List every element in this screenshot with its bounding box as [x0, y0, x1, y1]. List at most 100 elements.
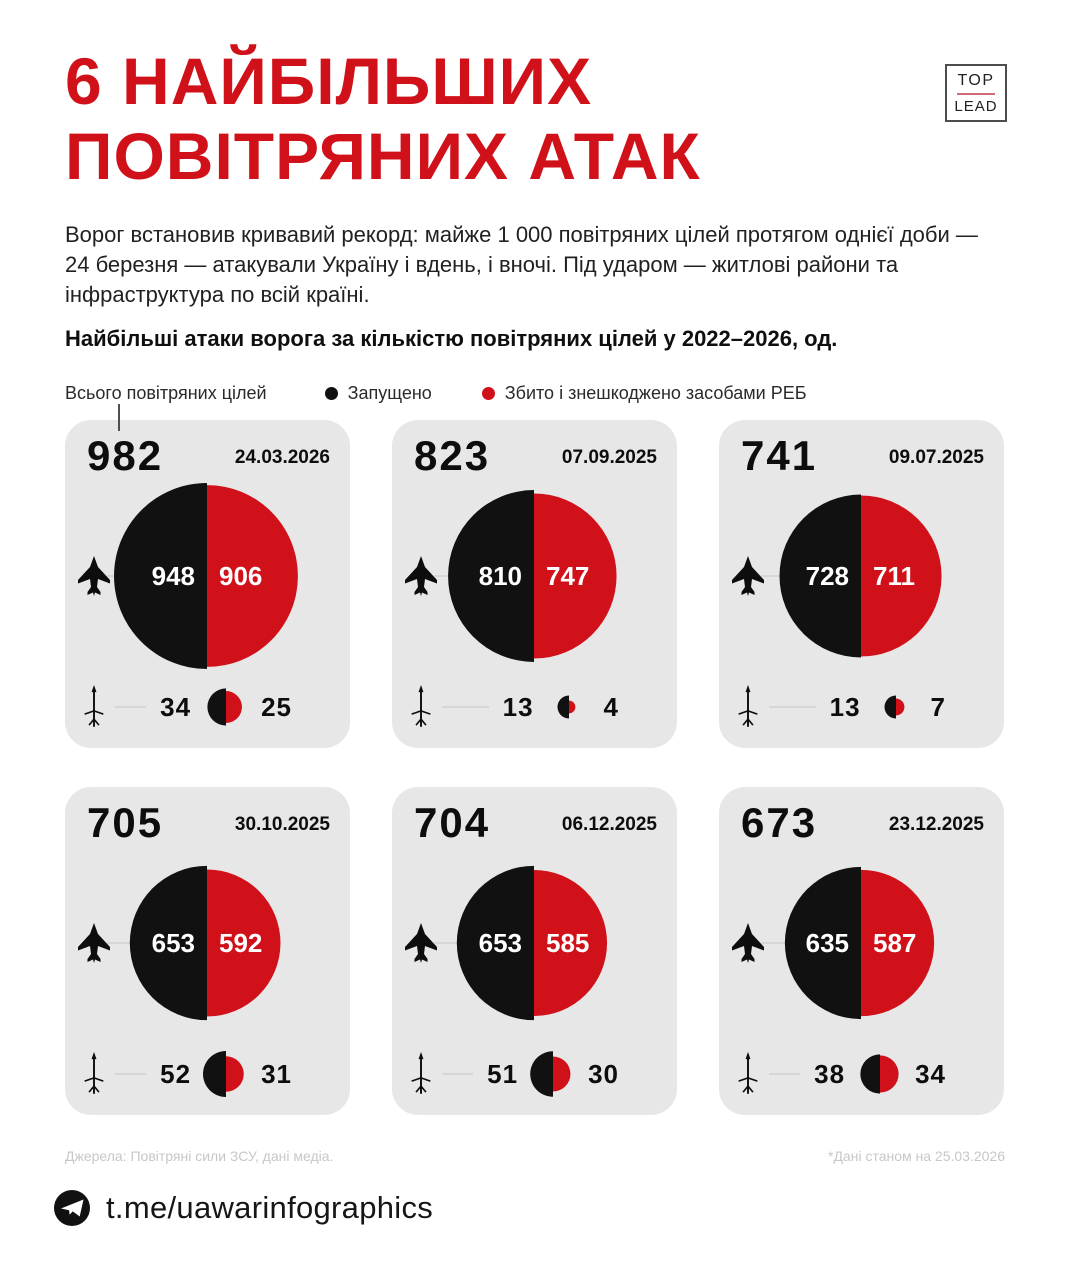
attack-date: 24.03.2026 — [234, 447, 330, 468]
svg-text:810: 810 — [479, 561, 522, 591]
missiles-row: 13 7 — [719, 681, 1004, 733]
missile-connector-line — [769, 1073, 801, 1075]
drone-icon — [732, 923, 764, 963]
drones-split-circle-chart: 948 906 — [114, 483, 298, 669]
downed-dot-icon — [481, 387, 495, 400]
drone-icon — [732, 556, 764, 596]
total-targets-value: 741 — [741, 432, 818, 479]
missiles-row: 52 31 — [65, 1048, 350, 1100]
missiles-split-circle-chart — [860, 1054, 899, 1094]
missile-connector-line — [769, 706, 816, 708]
legend-downed-label: Збито і знешкоджено засобами РЕБ — [504, 383, 807, 403]
page-title-line1: 6 НАЙБІЛЬШИХ — [65, 44, 593, 118]
missile-icon — [83, 683, 105, 731]
total-targets-value: 823 — [414, 432, 491, 479]
total-targets-value: 705 — [87, 799, 164, 846]
attack-card: 673 23.12.2025 635 587 38 34 — [719, 787, 1004, 1115]
svg-text:948: 948 — [152, 561, 195, 591]
attack-card: 982 24.03.2026 948 906 34 25 — [65, 420, 350, 748]
chart-legend: Всього повітряних цілей Запущено Збито і… — [65, 383, 857, 404]
drone-icon — [405, 556, 437, 596]
legend-launched-label: Запущено — [347, 383, 432, 403]
footer: Джерела: Повітряні сили ЗСУ, дані медіа.… — [65, 1148, 1005, 1164]
section-title: Найбільші атаки ворога за кількістю пові… — [65, 326, 838, 351]
missile-connector-line — [115, 706, 147, 708]
missiles-launched-value: 51 — [487, 1058, 519, 1089]
missiles-downed-value: 30 — [588, 1058, 619, 1089]
legend-launched: Запущено — [324, 383, 432, 404]
missiles-row: 34 25 — [65, 681, 350, 733]
attack-date: 23.12.2025 — [888, 814, 984, 835]
missiles-row: 13 4 — [392, 681, 677, 733]
toplead-logo-lead-text: LEAD — [954, 97, 998, 115]
total-targets-value: 673 — [741, 799, 818, 846]
launched-dot-icon — [324, 387, 338, 400]
missiles-split-circle-chart — [207, 688, 243, 726]
missiles-launched-value: 34 — [160, 691, 192, 722]
missiles-downed-value: 4 — [603, 691, 619, 722]
attack-date: 07.09.2025 — [561, 447, 657, 468]
missile-icon — [410, 1050, 432, 1098]
missiles-downed-value: 31 — [261, 1058, 292, 1089]
missiles-launched-value: 52 — [160, 1058, 192, 1089]
missiles-launched-value: 38 — [814, 1058, 846, 1089]
missiles-downed-value: 25 — [261, 691, 292, 722]
attack-date: 30.10.2025 — [234, 814, 330, 835]
cards-grid: 982 24.03.2026 948 906 34 25 — [65, 420, 1004, 1115]
missile-connector-line — [442, 1073, 474, 1075]
legend-downed: Збито і знешкоджено засобами РЕБ — [481, 383, 807, 404]
missile-icon — [83, 1050, 105, 1098]
svg-text:728: 728 — [806, 561, 849, 591]
telegram-icon — [54, 1190, 90, 1226]
missiles-split-circle-chart — [530, 1051, 571, 1097]
missiles-split-circle-chart — [884, 695, 904, 719]
page-title: 6 НАЙБІЛЬШИХ ПОВІТРЯНИХ АТАК — [65, 44, 701, 193]
missiles-split-circle-chart — [557, 695, 575, 719]
legend-connector-line — [118, 404, 120, 431]
attack-date: 09.07.2025 — [888, 447, 984, 468]
sources-text: Джерела: Повітряні сили ЗСУ, дані медіа. — [65, 1148, 334, 1164]
toplead-logo: TOP LEAD — [945, 64, 1007, 122]
drone-icon — [78, 923, 110, 963]
drones-split-circle-chart: 653 592 — [129, 865, 281, 1021]
attack-card: 823 07.09.2025 810 747 13 4 — [392, 420, 677, 748]
telegram-handle: t.me/uawarinfographics — [106, 1190, 434, 1225]
svg-text:906: 906 — [219, 561, 262, 591]
missile-connector-line — [115, 1073, 147, 1075]
attack-card: 741 09.07.2025 728 711 13 7 — [719, 420, 1004, 748]
attack-card: 705 30.10.2025 653 592 52 31 — [65, 787, 350, 1115]
legend-total-label: Всього повітряних цілей — [65, 383, 267, 403]
missiles-downed-value: 7 — [930, 691, 946, 722]
missiles-downed-value: 34 — [915, 1058, 946, 1089]
missile-icon — [410, 683, 432, 731]
telegram-link[interactable]: t.me/uawarinfographics — [54, 1190, 433, 1226]
attack-card: 704 06.12.2025 653 585 51 30 — [392, 787, 677, 1115]
page-title-line2: ПОВІТРЯНИХ АТАК — [65, 118, 701, 193]
missile-icon — [737, 683, 759, 731]
missiles-split-circle-chart — [203, 1051, 244, 1097]
toplead-logo-divider — [957, 92, 995, 95]
drone-icon — [78, 556, 110, 596]
drone-icon — [405, 923, 437, 963]
svg-text:711: 711 — [873, 561, 915, 591]
svg-text:653: 653 — [479, 928, 522, 958]
drones-split-circle-chart: 653 585 — [456, 865, 608, 1021]
missile-connector-line — [442, 706, 489, 708]
svg-text:585: 585 — [546, 928, 589, 958]
missiles-row: 51 30 — [392, 1048, 677, 1100]
total-targets-value: 704 — [414, 799, 491, 846]
missile-icon — [737, 1050, 759, 1098]
svg-text:592: 592 — [219, 928, 262, 958]
drones-split-circle-chart: 728 711 — [779, 494, 942, 658]
svg-text:653: 653 — [152, 928, 195, 958]
attack-date: 06.12.2025 — [561, 814, 657, 835]
drones-split-circle-chart: 635 587 — [784, 866, 935, 1020]
svg-text:587: 587 — [873, 928, 916, 958]
intro-paragraph: Ворог встановив кривавий рекорд: майже 1… — [65, 222, 978, 307]
missiles-launched-value: 13 — [502, 691, 534, 722]
total-targets-value: 982 — [87, 432, 164, 479]
svg-text:635: 635 — [806, 928, 849, 958]
missiles-row: 38 34 — [719, 1048, 1004, 1100]
data-note-text: *Дані станом на 25.03.2026 — [828, 1148, 1005, 1164]
